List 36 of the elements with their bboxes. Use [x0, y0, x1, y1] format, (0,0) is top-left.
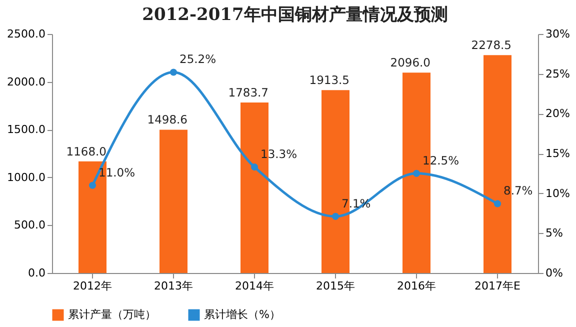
x-tick-label: 2014年	[235, 280, 274, 292]
data-label: 1783.7	[228, 85, 268, 100]
y2-tick-label: 20%	[546, 107, 570, 120]
data-label: 25.2%	[180, 52, 216, 66]
x-tick-label: 2016年	[397, 280, 436, 292]
x-tick-label: 2012年	[73, 280, 112, 292]
y2-tick-label: 10%	[546, 186, 570, 200]
y2-tick-label: 0%	[546, 266, 563, 280]
x-tick-label: 2013年	[154, 280, 193, 292]
point	[170, 68, 178, 76]
data-label: 1168.0	[66, 144, 106, 158]
y-tick-label: 2500.0	[7, 28, 46, 40]
y-tick-label: 500.0	[14, 218, 46, 232]
y2-tick-label: 5%	[546, 226, 563, 240]
legend-label: 累计增长（%）	[204, 308, 280, 321]
legend-label: 累计产量（万吨）	[68, 308, 156, 321]
bar	[160, 130, 188, 273]
point	[494, 200, 502, 208]
y2-tick-label: 25%	[546, 67, 570, 80]
point	[250, 164, 258, 171]
chart-title: 2012-2017年中国铜材产量情况及预测	[142, 5, 448, 25]
data-label: 2278.5	[471, 38, 512, 52]
y-tick-label: 2000.0	[7, 75, 46, 88]
y2-tick-label: 15%	[546, 147, 570, 160]
x-tick-label: 2015年	[316, 280, 355, 292]
point	[412, 170, 420, 177]
point	[88, 182, 96, 189]
data-label: 1913.5	[309, 73, 350, 88]
y-tick-label: 1500.0	[7, 123, 46, 136]
y-tick-label: 1000.0	[7, 170, 46, 184]
y2-tick-label: 30%	[546, 28, 570, 40]
x-tick-label: 2017年E	[474, 280, 521, 292]
y-tick-label: 0.0	[28, 266, 46, 280]
point	[332, 212, 340, 220]
data-label: 1498.6	[147, 112, 188, 127]
data-label: 2096.0	[390, 56, 430, 70]
